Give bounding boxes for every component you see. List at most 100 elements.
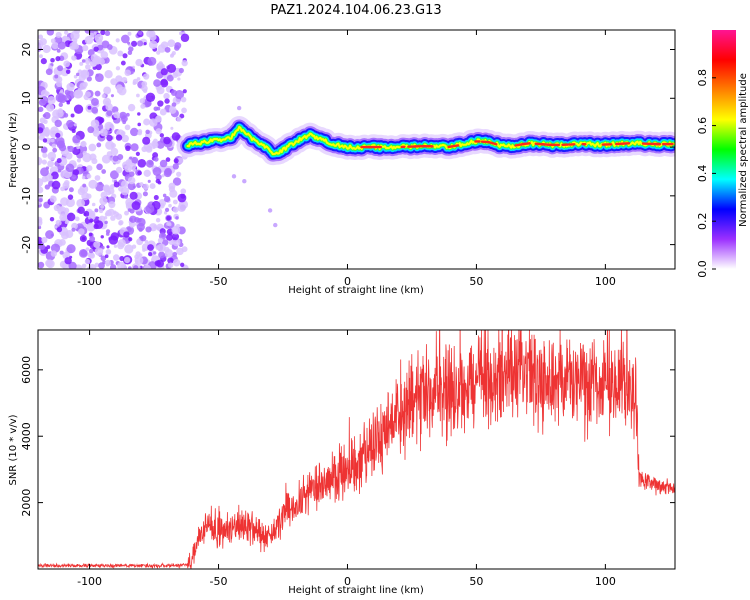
noise-speckle — [70, 113, 75, 118]
noise-speckle — [131, 156, 139, 164]
noise-speckle — [127, 266, 132, 269]
noise-speckle — [65, 69, 71, 75]
snr-x-tick-label: 0 — [344, 575, 351, 588]
noise-speckle — [163, 136, 171, 145]
noise-speckle — [56, 158, 62, 164]
noise-speckle — [136, 93, 140, 98]
noise-speckle — [98, 181, 103, 186]
noise-speckle — [149, 33, 157, 41]
noise-speckle — [40, 146, 48, 153]
noise-speckle — [106, 109, 113, 117]
noise-speckle — [66, 100, 71, 105]
noise-speckle — [81, 59, 86, 63]
noise-speckle — [50, 138, 55, 143]
noise-speckle — [65, 152, 73, 160]
noise-speckle — [51, 143, 57, 149]
spectrogram-y-tick-label: 20 — [20, 43, 33, 57]
noise-speckle — [104, 254, 109, 259]
outlier-point — [273, 222, 278, 228]
snr-x-axis-label: Height of straight line (km) — [288, 585, 424, 596]
noise-speckle — [152, 167, 162, 176]
noise-speckle — [181, 246, 188, 253]
noise-speckle — [85, 247, 90, 252]
noise-speckle — [68, 187, 74, 193]
noise-speckle — [152, 138, 158, 144]
noise-speckle — [94, 220, 104, 230]
noise-speckle — [49, 195, 57, 203]
noise-speckle — [100, 235, 104, 239]
noise-speckle — [89, 236, 96, 242]
noise-speckle — [76, 145, 80, 150]
noise-speckle — [172, 238, 181, 247]
snr-x-tick-label: -100 — [77, 575, 102, 588]
noise-speckle — [85, 91, 92, 98]
noise-speckle — [115, 66, 121, 71]
noise-speckle — [166, 222, 170, 226]
noise-speckle — [167, 39, 176, 48]
noise-speckle — [39, 38, 47, 46]
noise-speckle — [99, 209, 104, 214]
noise-speckle — [140, 234, 147, 242]
noise-speckle — [131, 201, 141, 210]
noise-speckle — [120, 60, 126, 66]
noise-speckle — [72, 135, 81, 144]
noise-speckle — [81, 175, 86, 180]
noise-speckle — [172, 163, 179, 170]
noise-speckle — [54, 225, 58, 229]
noise-speckle — [71, 128, 76, 133]
noise-speckle — [100, 255, 107, 262]
noise-speckle — [143, 73, 150, 80]
noise-speckle — [108, 235, 119, 245]
noise-speckle — [180, 33, 190, 43]
spectrogram-y-tick-label: -10 — [20, 187, 33, 205]
noise-speckle — [64, 220, 69, 224]
noise-speckle — [109, 170, 119, 180]
noise-speckle — [171, 102, 177, 108]
noise-speckle — [180, 188, 187, 195]
snr-y-axis-label: SNR (10 * v/v) — [8, 414, 19, 485]
noise-speckle — [51, 180, 61, 190]
noise-speckle — [121, 34, 130, 44]
snr-y-tick-label: 2000 — [20, 489, 33, 517]
noise-speckle — [104, 70, 113, 79]
noise-speckle — [137, 170, 142, 176]
noise-speckle — [128, 221, 136, 228]
noise-speckle — [91, 97, 99, 106]
noise-speckle — [124, 165, 132, 173]
snr-panel: -100 -50 0 50 100 2000 4000 6000 Height of str… — [8, 329, 676, 596]
noise-speckle — [130, 40, 138, 47]
noise-speckle — [129, 156, 133, 160]
noise-speckle — [110, 94, 114, 98]
noise-speckle — [127, 31, 132, 36]
noise-speckle — [137, 158, 147, 168]
noise-speckle — [154, 260, 161, 267]
noise-speckle — [74, 216, 80, 222]
noise-speckle — [38, 198, 43, 203]
spectrogram-x-tick-label: -100 — [77, 275, 102, 288]
noise-speckle — [124, 210, 129, 216]
noise-speckle — [54, 119, 62, 128]
noise-speckle — [143, 169, 151, 177]
noise-speckle — [111, 106, 119, 114]
noise-speckle — [145, 226, 152, 233]
noise-speckle — [91, 202, 96, 207]
noise-speckle — [124, 69, 131, 77]
noise-speckle — [140, 103, 146, 109]
noise-speckle — [136, 222, 145, 232]
noise-speckle — [86, 165, 93, 172]
noise-speckle — [38, 261, 45, 269]
noise-speckle — [155, 128, 162, 135]
noise-speckle — [174, 90, 185, 100]
noise-speckle — [57, 65, 64, 72]
noise-speckle — [79, 61, 84, 66]
noise-speckle — [80, 70, 88, 77]
noise-speckle — [63, 60, 71, 68]
colorbar-tick-label: 0.2 — [696, 212, 709, 230]
noise-speckle — [129, 208, 135, 214]
noise-speckle — [134, 254, 140, 260]
noise-speckle — [143, 41, 147, 46]
noise-speckle — [40, 58, 47, 65]
noise-speckle — [106, 134, 113, 142]
noise-speckle — [172, 199, 178, 205]
noise-speckle — [87, 251, 95, 259]
